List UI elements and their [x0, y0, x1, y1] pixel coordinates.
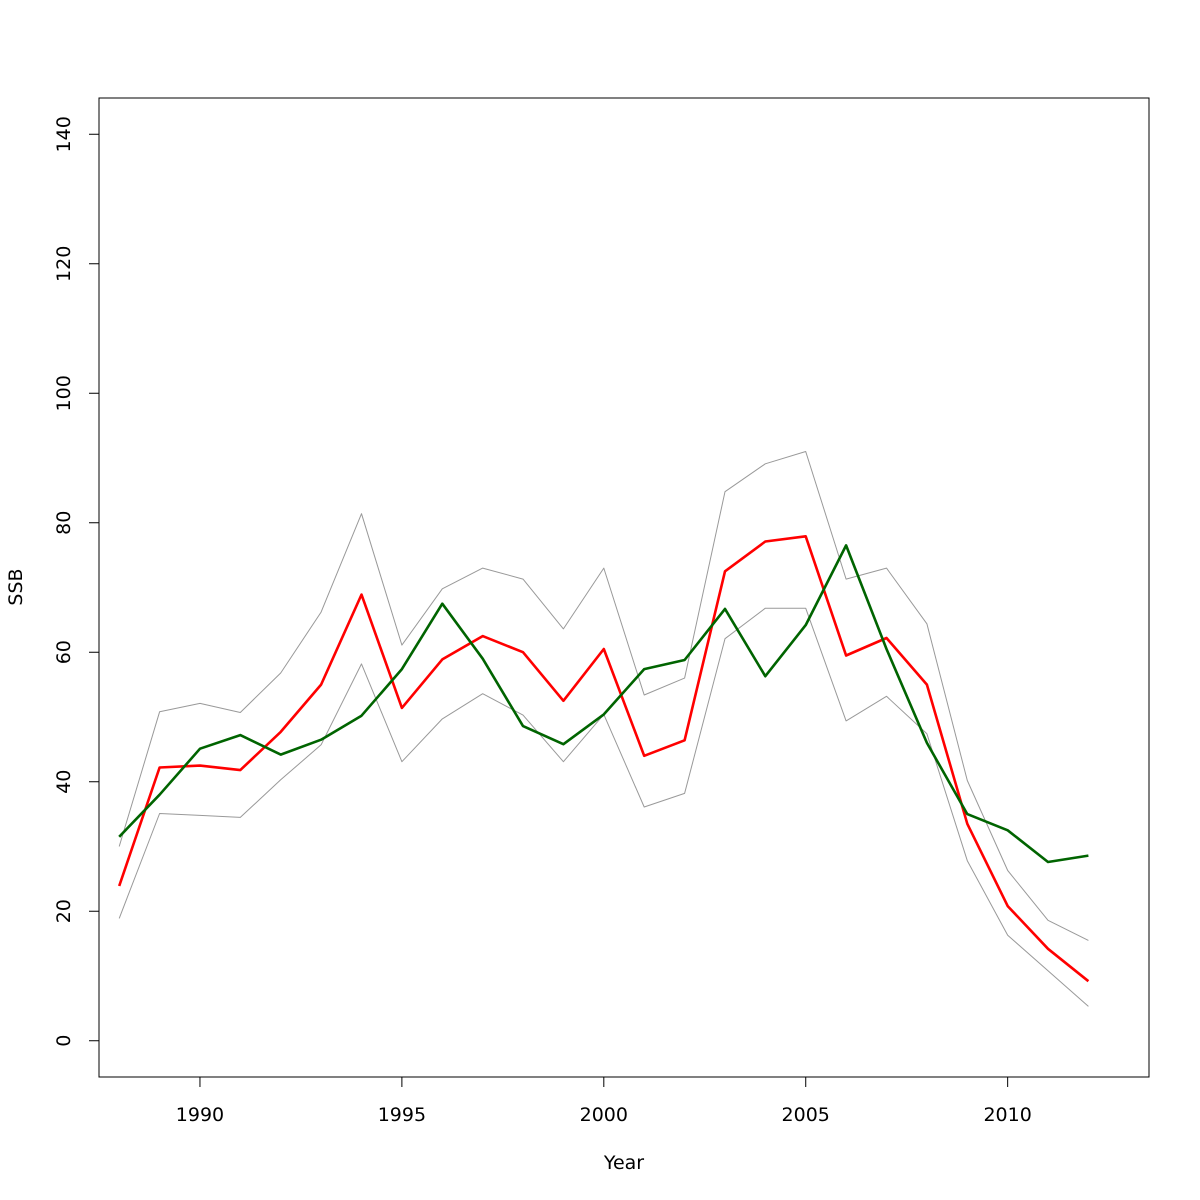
y-tick-label-40: 40 — [53, 770, 75, 794]
y-tick-label-120: 120 — [53, 246, 75, 282]
x-tick-label-1990: 1990 — [176, 1104, 224, 1126]
x-tick-label-2010: 2010 — [983, 1104, 1031, 1126]
series-line-2 — [118, 607, 1089, 1007]
series-line-1 — [118, 451, 1089, 941]
series-layer — [117, 451, 1090, 1007]
x-tick-label-2000: 2000 — [580, 1104, 628, 1126]
x-tick-label-2005: 2005 — [782, 1104, 830, 1126]
y-tick-label-60: 60 — [53, 640, 75, 664]
x-axis-title: Year — [603, 1152, 644, 1174]
series-line-4 — [118, 544, 1089, 864]
x-tick-label-1995: 1995 — [378, 1104, 426, 1126]
y-tick-label-20: 20 — [53, 899, 75, 923]
y-tick-label-100: 100 — [53, 375, 75, 411]
y-tick-label-0: 0 — [53, 1035, 75, 1047]
y-tick-label-140: 140 — [53, 116, 75, 152]
x-axis: 1990 1995 2000 2005 2010 — [176, 1076, 1032, 1126]
y-tick-label-80: 80 — [53, 511, 75, 535]
plot-frame — [98, 97, 1150, 1078]
y-axis: 0 20 40 60 80 100 120 140 — [53, 116, 100, 1047]
series-line-3 — [117, 534, 1090, 983]
y-axis-title: SSB — [5, 568, 27, 605]
